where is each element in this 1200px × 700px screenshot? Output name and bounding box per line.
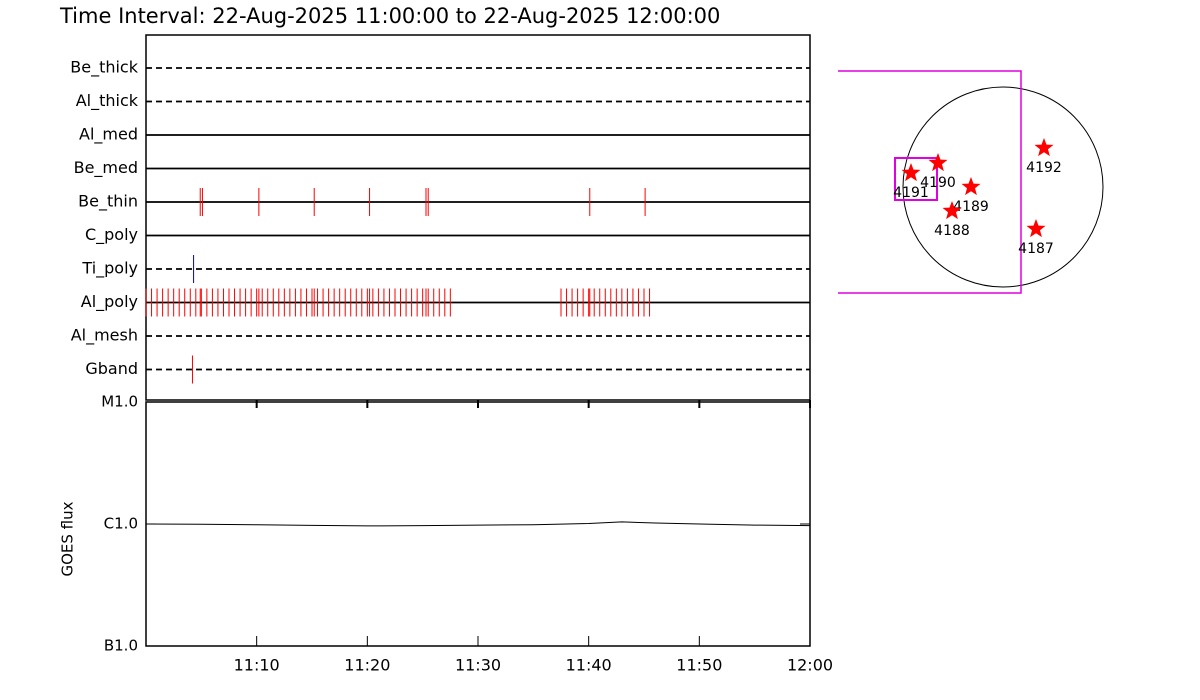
solar-disk bbox=[902, 86, 1104, 288]
region-star bbox=[942, 201, 962, 220]
x-tick-label: 11:10 bbox=[234, 656, 280, 675]
filter-label: Ti_poly bbox=[81, 259, 138, 279]
y-tick-label: C1.0 bbox=[104, 515, 138, 533]
fov-outline bbox=[838, 70, 1022, 294]
region-star bbox=[961, 177, 981, 196]
y-axis-label: GOES flux bbox=[59, 501, 77, 576]
filter-label: Gband bbox=[85, 359, 138, 378]
x-tick-label: 11:50 bbox=[676, 656, 722, 675]
y-tick-label: M1.0 bbox=[101, 393, 138, 411]
y-tick-label: B1.0 bbox=[104, 637, 138, 655]
goes-line bbox=[145, 521, 811, 527]
region-label: 4190 bbox=[920, 175, 956, 191]
region-label: 4188 bbox=[934, 223, 970, 239]
fov-box bbox=[894, 157, 938, 201]
region-label: 4187 bbox=[1018, 241, 1054, 257]
region-label: 4191 bbox=[893, 185, 929, 201]
region-star bbox=[901, 163, 921, 182]
filter-label: Al_poly bbox=[81, 292, 138, 312]
filter-label: Al_med bbox=[79, 125, 138, 145]
filter-label: Al_mesh bbox=[71, 326, 138, 346]
filter-label: Al_thick bbox=[76, 91, 139, 111]
region-star bbox=[928, 153, 948, 172]
filter-label: Be_med bbox=[74, 158, 138, 178]
panel-frame bbox=[145, 34, 811, 401]
x-tick-label: 11:40 bbox=[566, 656, 612, 675]
x-tick-label: 11:30 bbox=[455, 656, 501, 675]
chart-title: Time Interval: 22-Aug-2025 11:00:00 to 2… bbox=[59, 4, 720, 28]
x-tick-label: 12:00 bbox=[787, 656, 833, 675]
region-star bbox=[1034, 138, 1054, 157]
filter-label: Be_thin bbox=[78, 192, 138, 212]
region-label: 4189 bbox=[953, 199, 989, 215]
filter-label: Be_thick bbox=[70, 58, 138, 78]
filter-label: C_poly bbox=[85, 225, 138, 245]
region-label: 4192 bbox=[1026, 160, 1062, 176]
x-tick-label: 11:20 bbox=[344, 656, 390, 675]
region-star bbox=[1026, 219, 1046, 238]
